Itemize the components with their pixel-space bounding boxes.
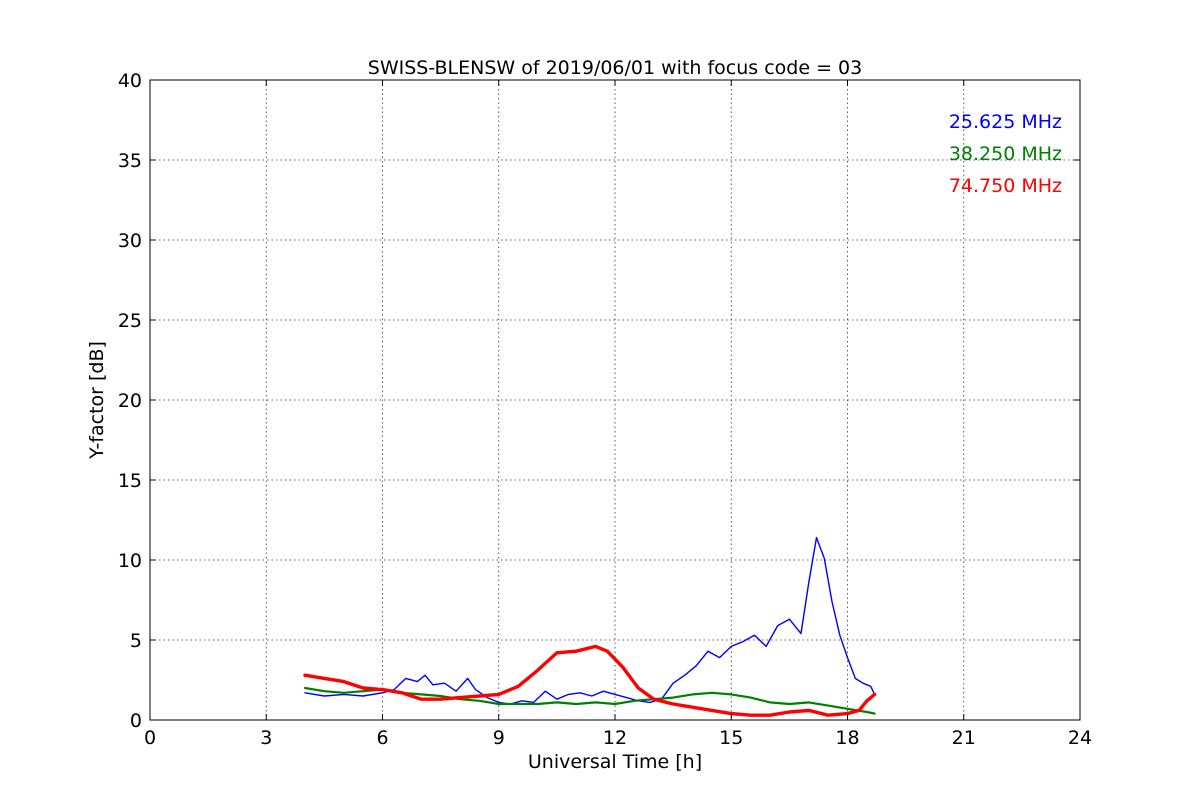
legend-entry-2: 74.750 MHz <box>949 175 1062 197</box>
y-tick-label: 30 <box>118 230 142 252</box>
x-tick-label: 9 <box>493 727 505 749</box>
y-tick-label: 40 <box>118 70 142 92</box>
chart-title: SWISS-BLENSW of 2019/06/01 with focus co… <box>368 57 862 79</box>
legend-entry-1: 38.250 MHz <box>949 143 1062 165</box>
x-axis-title: Universal Time [h] <box>528 751 702 773</box>
x-tick-label: 12 <box>603 727 627 749</box>
legend-entry-0: 25.625 MHz <box>949 111 1062 133</box>
series-line-2 <box>303 644 877 717</box>
x-tick-label: 21 <box>952 727 976 749</box>
x-tick-label: 24 <box>1068 727 1092 749</box>
x-tick-label: 18 <box>835 727 859 749</box>
grid <box>150 80 1080 720</box>
y-tick-label: 10 <box>118 550 142 572</box>
y-tick-label: 15 <box>118 470 142 492</box>
y-tick-label: 0 <box>130 710 142 732</box>
y-tick-label: 25 <box>118 310 142 332</box>
x-tick-label: 0 <box>144 727 156 749</box>
x-tick-label: 3 <box>260 727 272 749</box>
x-tick-label: 6 <box>376 727 388 749</box>
y-tick-label: 5 <box>130 630 142 652</box>
x-tick-label: 15 <box>719 727 743 749</box>
series-layer <box>303 536 877 717</box>
y-tick-label: 35 <box>118 150 142 172</box>
series-line-0 <box>304 536 876 705</box>
y-axis-title: Y-factor [dB] <box>86 341 108 460</box>
legend: 25.625 MHz 38.250 MHz 74.750 MHz <box>949 111 1062 197</box>
ticks: 0 3 6 9 12 15 18 21 24 0 5 10 15 20 25 30 35 40 <box>118 70 1092 749</box>
y-tick-label: 20 <box>118 390 142 412</box>
